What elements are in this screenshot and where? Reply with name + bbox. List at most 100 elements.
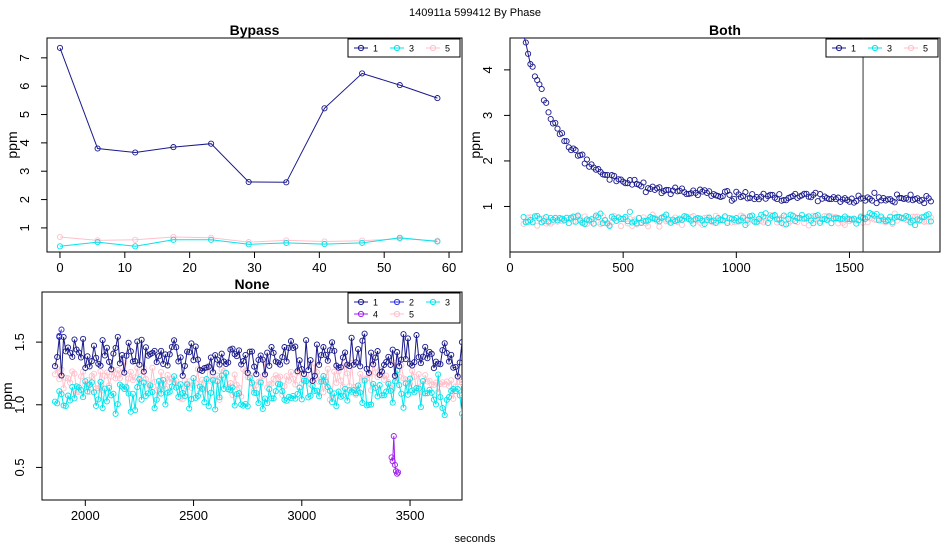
data-point [396,234,403,241]
data-point [309,377,316,384]
data-point [318,378,325,385]
legend-label: 1 [373,44,378,54]
data-point [158,390,165,397]
data-point [909,213,916,220]
data-point [391,461,398,468]
data-point [155,353,162,360]
data-point [927,218,934,225]
data-point [153,396,160,403]
legend-label: 3 [887,44,892,54]
data-point [388,454,395,461]
y-tick-label: 1 [480,203,495,210]
data-point [287,338,295,345]
data-point [283,239,290,246]
data-point [801,220,808,227]
data-point [905,196,912,203]
data-point [640,179,647,186]
data-point [151,378,158,385]
data-point [437,394,444,401]
data-point [419,377,427,385]
data-point [179,372,186,379]
data-point [103,369,110,376]
y-tick-label: 2 [480,157,495,164]
data-point [435,388,442,396]
data-point [445,382,453,389]
data-point [166,388,173,395]
data-point [95,396,102,403]
data-point [441,340,448,347]
data-point [190,357,197,364]
data-point [101,352,108,359]
data-point [400,404,407,411]
data-point [71,395,78,402]
data-point [138,336,145,343]
data-point [352,390,359,397]
data-point [348,334,355,341]
data-point [155,390,162,397]
data-point [313,387,320,394]
data-point [563,138,570,145]
data-point [368,349,375,356]
figure-title: 140911a 599412 By Phase [409,7,541,19]
data-point [322,378,329,385]
data-point [422,371,429,379]
data-point [303,378,310,385]
data-point [94,145,101,152]
data-point [155,377,162,385]
data-point [583,156,590,163]
data-point [570,213,577,220]
data-point [324,357,331,364]
data-point [311,372,318,379]
panel-none: None ppm 2000 2500 3000 3500 0.5 1.0 1.5 1 2 3 4 5 [0,276,463,523]
data-point [520,213,527,221]
data-point [132,149,139,156]
data-point [245,241,252,248]
data-point [287,368,295,375]
panel-title: None [235,276,270,292]
data-point [359,239,366,246]
data-point [335,388,342,395]
data-point [529,219,536,226]
data-point [93,354,100,361]
data-point [322,351,329,358]
data-point [430,365,437,372]
data-point [590,220,597,227]
data-point [742,189,749,196]
data-point [305,367,312,374]
data-point [86,363,93,370]
data-point [522,39,529,46]
data-point [789,212,796,219]
data-point [629,181,636,188]
data-point [428,389,435,396]
data-point [337,377,344,384]
y-tick-label: 3 [17,168,32,175]
data-point [248,348,256,355]
data-point [283,358,290,365]
data-point [320,344,327,351]
data-point [127,368,134,375]
data-point [385,380,392,387]
data-point [361,330,368,337]
data-point [110,390,117,397]
plot-area [56,44,441,250]
data-point [611,172,618,179]
data-point [132,407,139,414]
data-point [365,369,372,376]
data-point [90,389,98,396]
data-point [208,236,215,243]
data-point [357,363,364,370]
data-point [749,212,756,219]
data-point [54,400,61,407]
data-point [411,359,418,366]
data-point [819,216,826,223]
x-tick-label: 1000 [722,260,751,275]
data-point [896,194,903,201]
series-4 [388,433,402,477]
legend-swatch-point [357,44,365,52]
data-point [905,213,912,221]
data-point [432,401,440,408]
data-point [413,332,420,339]
data-point [615,176,622,183]
data-point [54,353,61,361]
legend-label: 1 [373,298,378,308]
